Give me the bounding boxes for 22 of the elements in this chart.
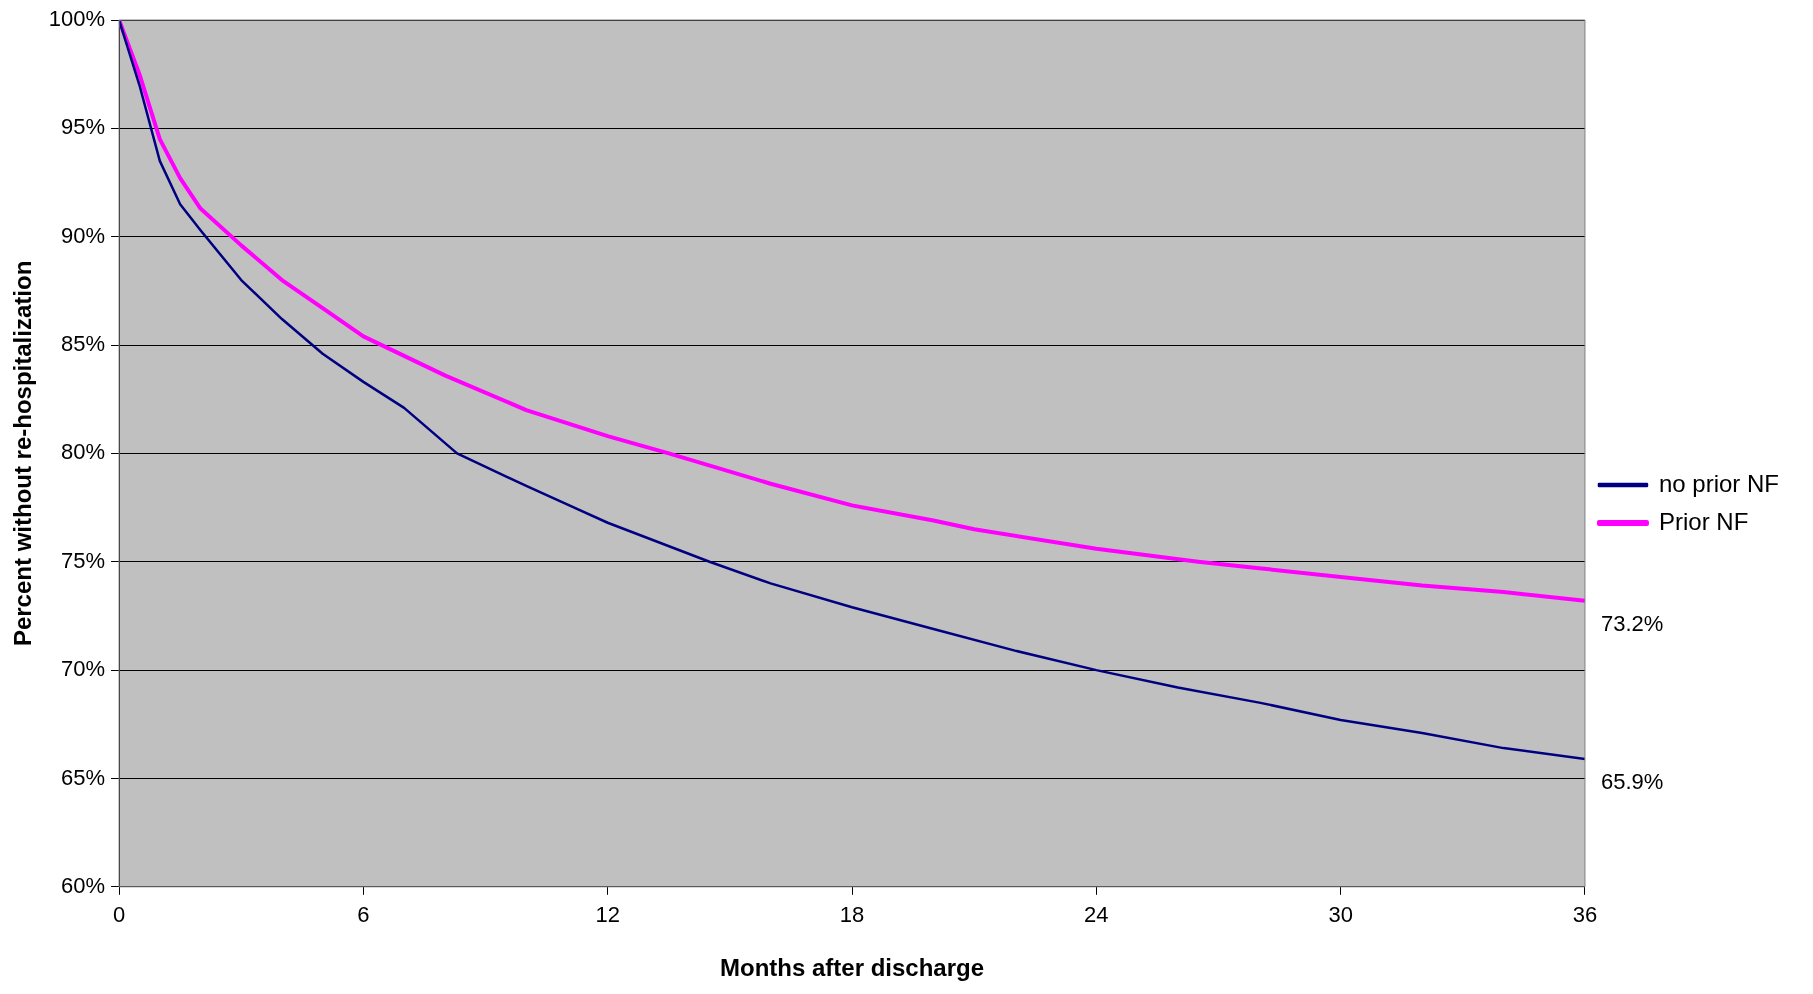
y-tick-label: 85% [61, 331, 106, 357]
annotation: 73.2% [1600, 610, 1664, 636]
y-axis-title: Percent without re-hospitalization [9, 260, 37, 647]
x-tick-label: 36 [1572, 902, 1598, 928]
x-tick-label: 0 [112, 902, 126, 928]
x-tick-label: 12 [595, 902, 620, 928]
y-tick-label: 60% [61, 872, 106, 898]
x-tick-label: 18 [839, 902, 865, 928]
y-tick-label: 75% [61, 547, 106, 573]
x-tick-label: 30 [1328, 902, 1353, 928]
y-tick-label: 70% [61, 656, 106, 682]
legend-label: Prior NF [1658, 507, 1749, 535]
x-axis-title: Months after discharge [719, 954, 985, 982]
y-tick-label: 65% [61, 764, 106, 790]
x-tick-label: 6 [357, 902, 370, 928]
y-tick-label: 80% [61, 439, 106, 465]
x-tick-label: 24 [1084, 902, 1109, 928]
y-tick-label: 90% [61, 222, 106, 248]
annotation: 65.9% [1600, 769, 1664, 795]
y-tick-label: 100% [48, 6, 106, 32]
y-tick-label: 95% [61, 114, 106, 140]
legend-label: no prior NF [1658, 469, 1780, 497]
